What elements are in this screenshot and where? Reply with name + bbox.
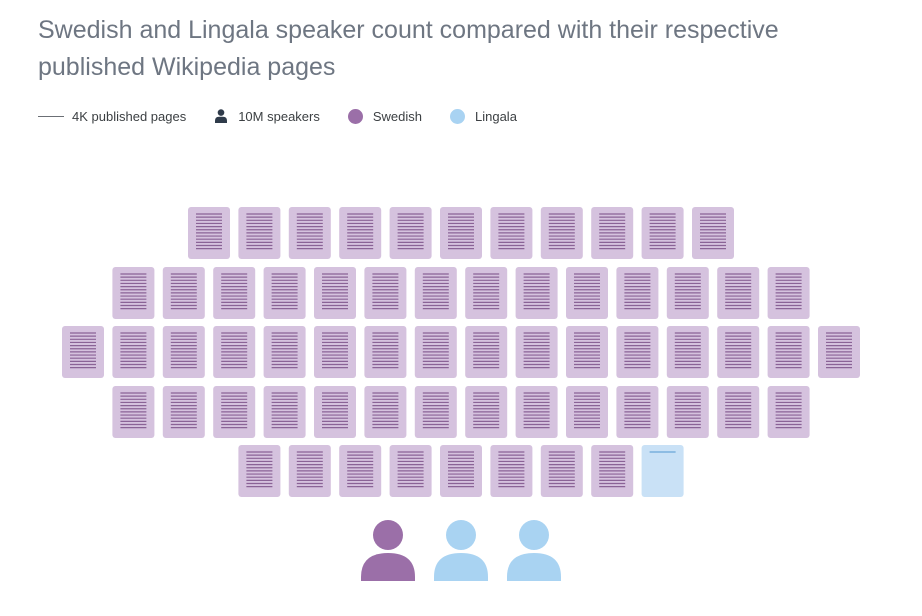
swedish-page-icon xyxy=(263,386,306,438)
swedish-page-icon xyxy=(238,207,281,259)
swedish-page-icon xyxy=(692,207,734,259)
person-icon xyxy=(215,109,228,123)
swedish-page-icon xyxy=(465,326,508,378)
swedish-page-icon xyxy=(414,326,457,378)
swedish-page-icon xyxy=(213,267,256,319)
swedish-page-icon xyxy=(666,267,709,319)
swedish-page-icon xyxy=(314,267,356,319)
legend-label-lingala: Lingala xyxy=(475,108,517,124)
swedish-page-icon xyxy=(465,267,508,319)
swedish-page-icon xyxy=(339,445,382,497)
swedish-page-icon xyxy=(414,267,457,319)
line-icon xyxy=(38,115,64,117)
swedish-page-icon xyxy=(566,386,608,438)
swedish-page-icon xyxy=(162,326,205,378)
swedish-page-icon xyxy=(288,445,331,497)
swedish-page-icon xyxy=(515,267,558,319)
swedish-page-icon xyxy=(666,386,709,438)
swedish-page-icon xyxy=(767,267,810,319)
swedish-page-icon xyxy=(389,207,432,259)
swedish-page-icon xyxy=(213,326,256,378)
swedish-page-icon xyxy=(162,386,205,438)
swedish-page-icon xyxy=(717,326,760,378)
swedish-page-icon xyxy=(540,207,583,259)
swedish-page-icon xyxy=(364,386,407,438)
legend: 4K published pages 10M speakers Swedish … xyxy=(38,106,545,126)
swedish-page-icon xyxy=(188,207,230,259)
swedish-page-icon xyxy=(616,326,659,378)
legend-item-pages: 4K published pages xyxy=(38,109,186,124)
swedish-page-icon xyxy=(591,207,634,259)
legend-label-speakers: 10M speakers xyxy=(238,108,320,124)
swedish-page-icon xyxy=(666,326,709,378)
swedish-page-icon xyxy=(213,386,256,438)
swedish-page-icon xyxy=(767,386,810,438)
lingala-person-icon xyxy=(434,520,488,581)
swedish-page-icon xyxy=(238,445,281,497)
swedish-page-icon xyxy=(515,386,558,438)
swedish-page-icon xyxy=(288,207,331,259)
swedish-page-icon xyxy=(314,326,356,378)
lingala-dot-icon xyxy=(450,108,465,124)
swedish-page-icon xyxy=(566,326,608,378)
swedish-page-icon xyxy=(389,445,432,497)
swedish-page-icon xyxy=(465,386,508,438)
swedish-page-icon xyxy=(616,267,659,319)
lingala-page-icon xyxy=(641,445,684,497)
legend-label-pages: 4K published pages xyxy=(72,108,187,124)
swedish-page-icon xyxy=(112,386,155,438)
legend-item-swedish: Swedish xyxy=(347,108,422,124)
swedish-page-icon xyxy=(440,207,482,259)
swedish-page-icon xyxy=(515,326,558,378)
swedish-page-icon xyxy=(591,445,634,497)
swedish-page-icon xyxy=(616,386,659,438)
swedish-page-icon xyxy=(162,267,205,319)
swedish-page-icon xyxy=(263,326,306,378)
legend-item-speakers: 10M speakers xyxy=(214,109,320,124)
swedish-page-icon xyxy=(440,445,482,497)
swedish-page-icon xyxy=(62,326,104,378)
swedish-page-icon xyxy=(641,207,684,259)
swedish-page-icon xyxy=(717,386,760,438)
swedish-page-icon xyxy=(414,386,457,438)
swedish-dot-icon xyxy=(347,108,363,124)
swedish-page-icon xyxy=(566,267,608,319)
lingala-person-icon xyxy=(507,520,561,581)
swedish-page-icon xyxy=(364,326,407,378)
swedish-page-icon xyxy=(364,267,407,319)
legend-label-swedish: Swedish xyxy=(372,108,422,124)
legend-item-lingala: Lingala xyxy=(450,108,517,124)
swedish-page-icon xyxy=(112,267,155,319)
swedish-page-icon xyxy=(314,386,356,438)
swedish-page-icon xyxy=(339,207,382,259)
chart-title: Swedish and Lingala speaker count compar… xyxy=(38,16,779,81)
swedish-page-icon xyxy=(818,326,860,378)
swedish-page-icon xyxy=(767,326,810,378)
swedish-page-icon xyxy=(263,267,306,319)
swedish-page-icon xyxy=(540,445,583,497)
swedish-page-icon xyxy=(112,326,155,378)
swedish-page-icon xyxy=(717,267,760,319)
swedish-person-icon xyxy=(361,520,415,581)
swedish-page-icon xyxy=(490,445,533,497)
swedish-page-icon xyxy=(490,207,533,259)
